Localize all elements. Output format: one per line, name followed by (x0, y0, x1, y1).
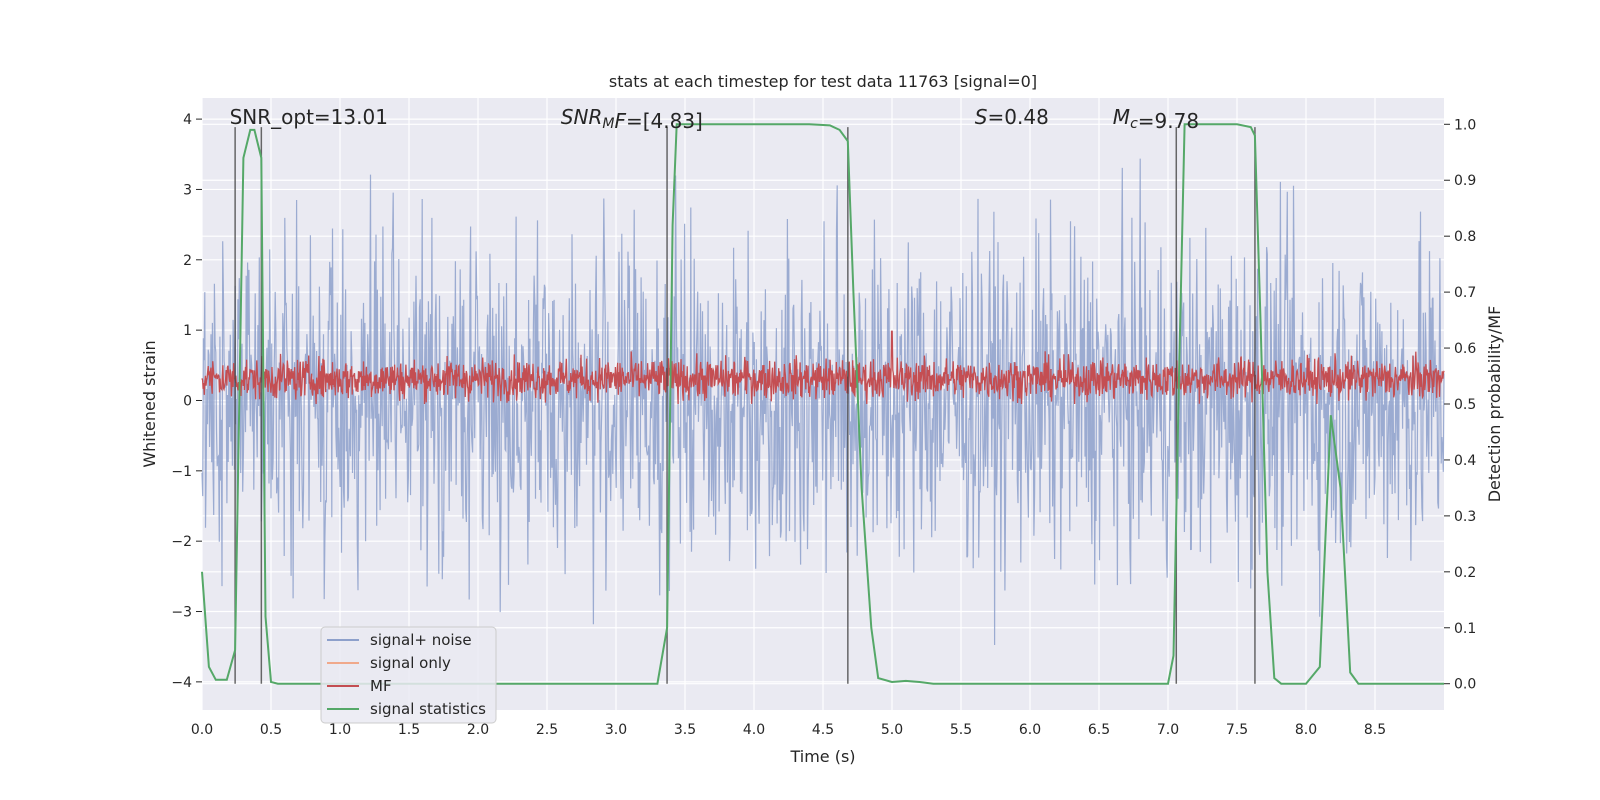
x-tick-label: 1.5 (398, 722, 420, 738)
legend-box (320, 626, 497, 724)
y-tick-label-right: 0.9 (1454, 173, 1476, 189)
y-tick-label-left: 1 (183, 323, 192, 339)
annotation-mc-value: Mc=9.78 (1113, 105, 1199, 133)
signal-statistics-series (201, 123, 1444, 685)
y-tick-label-right: 0.4 (1454, 453, 1476, 469)
annotation-part: SNR (561, 105, 603, 129)
x-tick-label: 6.5 (1088, 722, 1110, 738)
x-tick-label: 0.0 (191, 722, 213, 738)
y-axis-label-left: Whitened strain (140, 340, 159, 467)
x-axis-ticks: 0.0 0.5 1.0 1.5 2.0 2.5 3.0 3.5 4.0 4.5 5.0 5.5 6.0 6… (191, 722, 1386, 738)
y-axis-label-right: Detection probability/MF (1485, 306, 1504, 503)
legend-label: signal statistics (370, 700, 486, 718)
y-tick-label-left: −3 (171, 605, 192, 621)
mf-line (201, 330, 1445, 405)
legend-label: signal+ noise (370, 631, 472, 649)
annotation-part: c (1130, 116, 1138, 132)
y-tick-label-right: 1.0 (1454, 117, 1476, 133)
x-tick-label: 7.5 (1226, 722, 1248, 738)
x-tick-label: 3.5 (674, 722, 696, 738)
y-tick-label-right: 0.8 (1454, 229, 1476, 245)
y-tick-label-left: 0 (183, 393, 192, 409)
y-tick-label-right: 0.0 (1454, 677, 1476, 693)
legend: signal+ noise signal only MF signal statist… (320, 626, 497, 724)
legend-label: MF (370, 677, 392, 695)
x-tick-label: 5.0 (881, 722, 903, 738)
y-tick-label-right: 0.5 (1454, 397, 1476, 413)
legend-label: signal only (370, 654, 451, 672)
x-tick-label: 2.5 (536, 722, 558, 738)
x-tick-label: 7.0 (1157, 722, 1179, 738)
x-tick-label: 1.0 (329, 722, 351, 738)
y-tick-label-right: 0.6 (1454, 341, 1476, 357)
annotation-part: =9.78 (1138, 109, 1199, 133)
y-tick-label-left: 4 (183, 112, 192, 128)
mf-series (201, 330, 1445, 405)
y-tick-label-left: −2 (171, 534, 192, 550)
y-tick-label-right: 0.2 (1454, 565, 1476, 581)
annotation-part: S (975, 105, 988, 129)
signal-noise-series (201, 158, 1445, 646)
x-tick-label: 3.0 (605, 722, 627, 738)
annotation-part: =0.48 (988, 105, 1049, 129)
x-tick-label: 8.5 (1364, 722, 1386, 738)
left-axis-ticks: 4 3 2 1 0 −1 −2 −3 −4 (171, 112, 202, 691)
x-tick-label: 0.5 (260, 722, 282, 738)
y-tick-label-left: −1 (171, 464, 192, 480)
annotation-snr-mf: SNRMF=[4.83] (561, 105, 703, 133)
annotation-part: =[4.83] (626, 109, 703, 133)
annotation-part: M (602, 116, 614, 132)
annotation-part: M (1113, 105, 1130, 129)
annotation-part: F (614, 109, 626, 133)
y-tick-label-left: 3 (183, 182, 192, 198)
x-tick-label: 6.0 (1019, 722, 1041, 738)
x-tick-label: 5.5 (950, 722, 972, 738)
y-tick-label-left: −4 (171, 675, 192, 691)
right-axis-ticks: 1.0 0.9 0.8 0.7 0.6 0.5 0.4 0.3 0.2 0.1 0.0 (1444, 117, 1476, 693)
annotation-snr-opt: SNR_opt=13.01 (230, 105, 388, 129)
x-tick-label: 8.0 (1295, 722, 1317, 738)
x-axis-label: Time (s) (789, 747, 855, 766)
y-tick-label-right: 0.7 (1454, 285, 1476, 301)
annotation-s-value: S=0.48 (975, 105, 1049, 129)
y-tick-label-left: 2 (183, 253, 192, 269)
annotation-part: SNR_opt=13.01 (230, 105, 388, 129)
chart-title: stats at each timestep for test data 117… (609, 72, 1037, 91)
signal-noise-line (201, 158, 1445, 646)
annotations: SNR_opt=13.01 SNRMF=[4.83] S=0.48 Mc=9.78 (230, 105, 1199, 133)
signal-statistics-line (201, 123, 1444, 685)
x-tick-label: 4.0 (743, 722, 765, 738)
x-tick-label: 2.0 (467, 722, 489, 738)
x-tick-label: 4.5 (812, 722, 834, 738)
y-tick-label-right: 0.1 (1454, 621, 1476, 637)
y-tick-label-right: 0.3 (1454, 509, 1476, 525)
